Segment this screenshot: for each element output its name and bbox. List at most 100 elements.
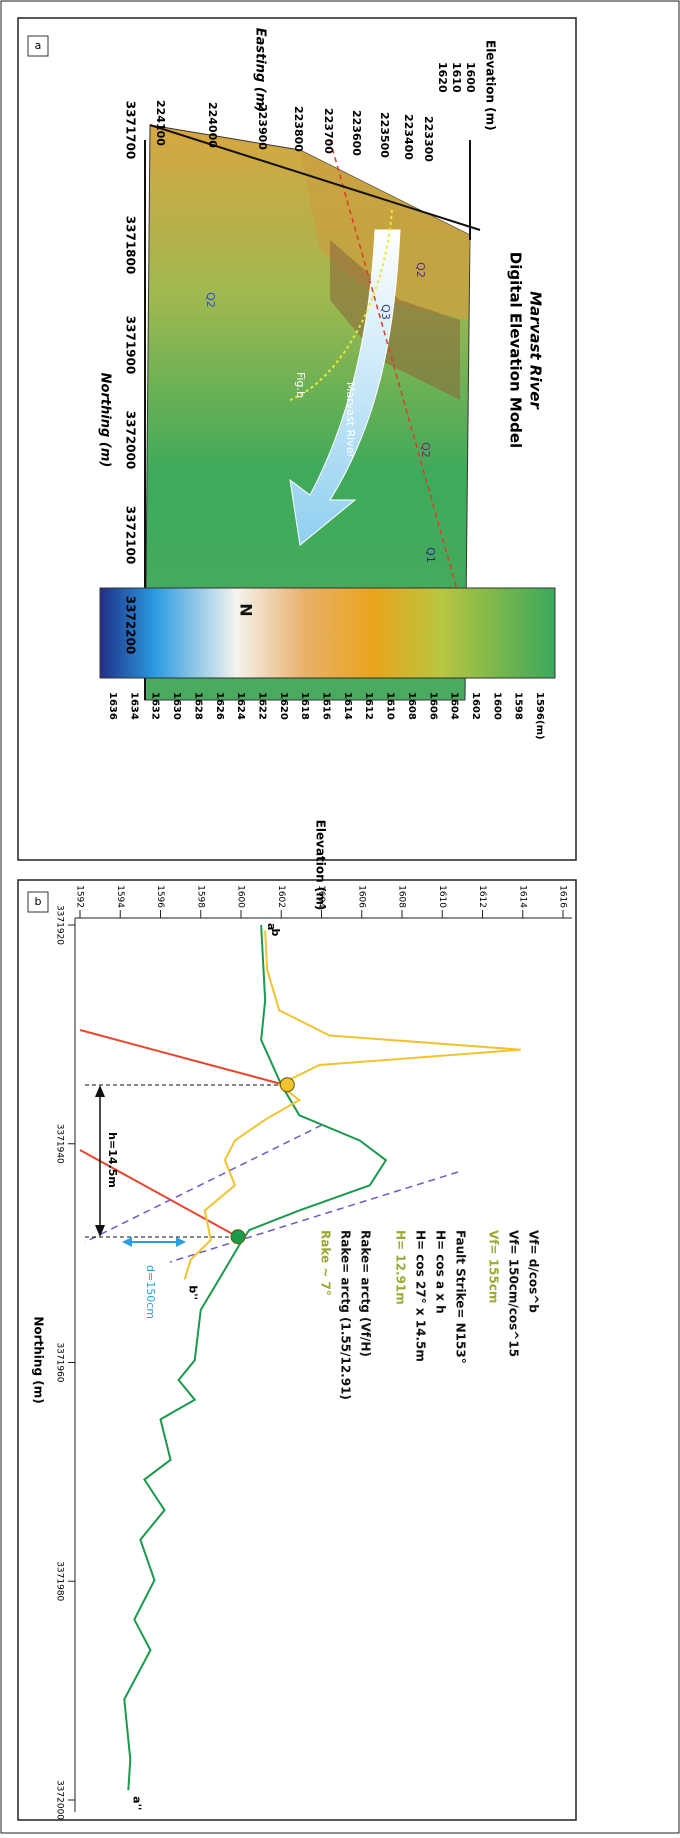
annotation: Rake ~ 7° xyxy=(319,1230,333,1296)
colorbar-unit: (m) xyxy=(534,720,545,740)
tick-label: 223900 xyxy=(256,104,269,150)
colorbar-label: 1612 xyxy=(363,692,374,720)
colorbar-label: 1606 xyxy=(427,692,438,720)
annotation: Rake= arctg (Vf/H) xyxy=(359,1230,373,1357)
y-tick-label: 1592 xyxy=(75,885,85,908)
colorbar-label: 1626 xyxy=(214,692,225,720)
colorbar-label: 1608 xyxy=(406,692,417,720)
colorbar-label: 1636 xyxy=(107,692,118,720)
easting-axis xyxy=(149,124,481,231)
colorbar-label: 1604 xyxy=(449,692,460,720)
line-label: b xyxy=(269,928,282,936)
y-tick-label: 1610 xyxy=(437,885,447,908)
measure-label: h=14.5m xyxy=(106,1132,119,1188)
colorbar-label: 1620 xyxy=(278,692,289,720)
map-label: Marvast River xyxy=(344,382,357,459)
annotation: H= 12.91m xyxy=(394,1230,408,1305)
y-tick-label: 1600 xyxy=(236,885,246,908)
colorbar-label: 1628 xyxy=(192,692,203,720)
x-tick-label: 3371920 xyxy=(55,905,65,945)
y-tick-label: 1602 xyxy=(276,885,286,908)
tick-label: 3371800 xyxy=(124,216,138,274)
annotation: Vf= 155cm xyxy=(487,1230,501,1303)
fault-line xyxy=(79,1149,239,1238)
map-label: Q2 xyxy=(419,442,432,458)
colorbar-label: 1622 xyxy=(256,692,267,720)
tick-label: 3371700 xyxy=(124,101,138,159)
colorbar-label: 1634 xyxy=(128,692,139,720)
y-tick-label: 1598 xyxy=(195,885,205,908)
tick-label: 223700 xyxy=(322,108,335,154)
tick-label: 1600 xyxy=(464,62,477,93)
panel-label: a xyxy=(35,39,42,52)
tick-label: 1620 xyxy=(436,62,449,93)
tick-label: 3371900 xyxy=(124,316,138,374)
line-label: b'' xyxy=(187,1285,200,1300)
y-tick-label: 1616 xyxy=(558,885,568,908)
slope-line xyxy=(169,1171,459,1263)
arrowhead xyxy=(122,1237,132,1247)
map-label: Q1 xyxy=(424,547,437,563)
colorbar-label: 1598 xyxy=(513,692,524,720)
colorbar-label: 1624 xyxy=(235,692,246,720)
tick-label: 3372000 xyxy=(124,411,138,469)
axis-label: Elevation (m) xyxy=(484,40,498,131)
y-tick-label: 1608 xyxy=(397,885,407,908)
fault-point xyxy=(230,1229,246,1245)
colorbar-label: 1596 xyxy=(534,692,545,720)
panel-b-frame xyxy=(17,879,577,1821)
data-line xyxy=(123,924,388,1791)
arrowhead xyxy=(176,1237,186,1247)
title: Marvast River xyxy=(527,291,545,410)
colorbar-label: 1614 xyxy=(342,692,353,720)
colorbar-label: 1610 xyxy=(385,692,396,720)
y-tick-label: 1604 xyxy=(316,885,326,908)
map-label: Fig.b xyxy=(294,372,307,398)
tick-label: 3372100 xyxy=(124,506,138,564)
arrowhead xyxy=(95,1225,105,1237)
y-tick-label: 1596 xyxy=(155,885,165,908)
panel-b-label-box xyxy=(27,891,49,913)
y-tick-label: 1612 xyxy=(477,885,487,908)
panel-label: b xyxy=(35,895,42,908)
colorbar xyxy=(99,587,556,679)
fault-line xyxy=(79,1029,286,1086)
x-tick-label: 3371960 xyxy=(55,1342,65,1382)
axis-label: Northing (m) xyxy=(98,373,113,468)
annotation: Fault Strike= N153° xyxy=(454,1230,468,1364)
profile-line xyxy=(289,209,393,401)
tick-label: 223500 xyxy=(378,112,391,158)
colorbar-label: 1630 xyxy=(171,692,182,720)
dem-ridge xyxy=(330,240,460,400)
colorbar-label: 1602 xyxy=(470,692,481,720)
x-tick-label: 3372000 xyxy=(55,1780,65,1820)
annotation: H= cos a x h xyxy=(434,1230,448,1314)
colorbar-label: 1632 xyxy=(150,692,161,720)
fault-point xyxy=(279,1077,295,1093)
tick-label: 223600 xyxy=(350,110,363,156)
line-label: a'' xyxy=(130,1796,143,1810)
line-label: a xyxy=(265,923,278,930)
y-tick-label: 1606 xyxy=(356,885,366,908)
tick-label: 223300 xyxy=(422,116,435,162)
annotation: Vf= d/cos^b xyxy=(527,1230,541,1313)
panel-a-label-box xyxy=(27,35,49,57)
x-tick-label: 3371980 xyxy=(55,1561,65,1601)
arrowhead xyxy=(95,1085,105,1097)
tick-label: 223800 xyxy=(292,106,305,152)
tick-label: 223400 xyxy=(402,114,415,160)
x-axis-label: Northing (m) xyxy=(32,1316,46,1403)
colorbar-label: 1618 xyxy=(299,692,310,720)
tick-label: 224100 xyxy=(154,100,167,146)
annotation: H= cos 27° x 14.5m xyxy=(414,1230,428,1362)
annotation: Rake= arctg (1.55/12.91) xyxy=(339,1230,353,1400)
tick-label: 3372200 xyxy=(124,596,138,654)
map-label: Q2 xyxy=(204,292,217,308)
axis-label: Easting (m) xyxy=(253,28,268,113)
tick-label: 1610 xyxy=(450,62,463,93)
y-tick-label: 1594 xyxy=(115,885,125,908)
tick-label: 224000 xyxy=(206,102,219,148)
map-label: N xyxy=(237,603,256,616)
